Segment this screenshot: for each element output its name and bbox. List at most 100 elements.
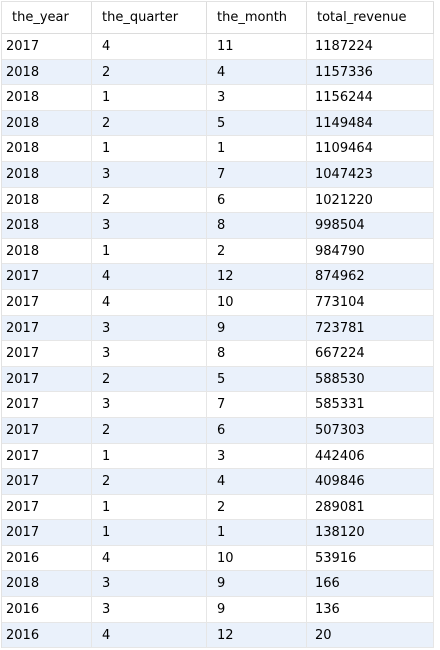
quarter-cell[interactable]: 3 — [92, 315, 207, 342]
revenue-cell[interactable]: 409846 — [307, 469, 434, 495]
revenue-cell[interactable]: 53916 — [307, 545, 434, 572]
quarter-cell[interactable]: 4 — [92, 545, 207, 572]
year-cell[interactable]: 2018 — [2, 136, 92, 162]
revenue-cell[interactable]: 136 — [307, 597, 434, 623]
year-cell[interactable]: 2016 — [2, 622, 92, 649]
revenue-cell[interactable]: 1156244 — [307, 85, 434, 111]
year-cell[interactable]: 2018 — [2, 213, 92, 239]
year-cell[interactable]: 2017 — [2, 264, 92, 290]
month-cell[interactable]: 3 — [207, 85, 307, 111]
table-row[interactable]: 2018 2 5 1149484 — [2, 110, 434, 137]
revenue-cell[interactable]: 1157336 — [307, 59, 434, 86]
table-row[interactable]: 2017 1 2 289081 — [2, 494, 434, 521]
month-cell[interactable]: 11 — [207, 34, 307, 60]
month-cell[interactable]: 10 — [207, 289, 307, 316]
revenue-cell[interactable]: 1149484 — [307, 110, 434, 137]
quarter-cell[interactable]: 1 — [92, 136, 207, 162]
month-cell[interactable]: 8 — [207, 341, 307, 367]
year-cell[interactable]: 2017 — [2, 417, 92, 444]
table-row[interactable]: 2017 2 4 409846 — [2, 469, 434, 495]
table-row[interactable]: 2017 1 1 138120 — [2, 520, 434, 546]
column-header-the-month[interactable]: the_month — [207, 2, 307, 34]
table-row[interactable]: 2018 3 9 166 — [2, 571, 434, 598]
quarter-cell[interactable]: 3 — [92, 597, 207, 623]
year-cell[interactable]: 2016 — [2, 597, 92, 623]
revenue-cell[interactable]: 723781 — [307, 315, 434, 342]
table-row[interactable]: 2017 2 6 507303 — [2, 417, 434, 444]
year-cell[interactable]: 2017 — [2, 341, 92, 367]
column-header-the-year[interactable]: the_year — [2, 2, 92, 34]
year-cell[interactable]: 2017 — [2, 392, 92, 418]
revenue-cell[interactable]: 20 — [307, 622, 434, 649]
month-cell[interactable]: 4 — [207, 469, 307, 495]
table-row[interactable]: 2017 2 5 588530 — [2, 366, 434, 393]
revenue-cell[interactable]: 166 — [307, 571, 434, 598]
month-cell[interactable]: 1 — [207, 136, 307, 162]
revenue-cell[interactable]: 289081 — [307, 494, 434, 521]
year-cell[interactable]: 2017 — [2, 443, 92, 470]
column-header-the-quarter[interactable]: the_quarter — [92, 2, 207, 34]
quarter-cell[interactable]: 2 — [92, 469, 207, 495]
year-cell[interactable]: 2018 — [2, 571, 92, 598]
table-row[interactable]: 2016 4 10 53916 — [2, 545, 434, 572]
quarter-cell[interactable]: 1 — [92, 443, 207, 470]
revenue-cell[interactable]: 1047423 — [307, 161, 434, 188]
revenue-cell[interactable]: 773104 — [307, 289, 434, 316]
revenue-cell[interactable]: 1021220 — [307, 187, 434, 214]
quarter-cell[interactable]: 1 — [92, 85, 207, 111]
quarter-cell[interactable]: 4 — [92, 622, 207, 649]
year-cell[interactable]: 2016 — [2, 545, 92, 572]
year-cell[interactable]: 2017 — [2, 315, 92, 342]
quarter-cell[interactable]: 1 — [92, 238, 207, 265]
quarter-cell[interactable]: 4 — [92, 264, 207, 290]
revenue-cell[interactable]: 984790 — [307, 238, 434, 265]
quarter-cell[interactable]: 4 — [92, 289, 207, 316]
table-row[interactable]: 2018 1 3 1156244 — [2, 85, 434, 111]
revenue-cell[interactable]: 1187224 — [307, 34, 434, 60]
month-cell[interactable]: 12 — [207, 264, 307, 290]
quarter-cell[interactable]: 4 — [92, 34, 207, 60]
quarter-cell[interactable]: 2 — [92, 417, 207, 444]
month-cell[interactable]: 5 — [207, 110, 307, 137]
year-cell[interactable]: 2018 — [2, 110, 92, 137]
column-header-total-revenue[interactable]: total_revenue — [307, 2, 434, 34]
revenue-cell[interactable]: 442406 — [307, 443, 434, 470]
table-row[interactable]: 2018 2 6 1021220 — [2, 187, 434, 214]
table-row[interactable]: 2018 3 8 998504 — [2, 213, 434, 239]
year-cell[interactable]: 2018 — [2, 238, 92, 265]
quarter-cell[interactable]: 2 — [92, 110, 207, 137]
table-row[interactable]: 2017 3 7 585331 — [2, 392, 434, 418]
month-cell[interactable]: 6 — [207, 187, 307, 214]
month-cell[interactable]: 3 — [207, 443, 307, 470]
year-cell[interactable]: 2017 — [2, 34, 92, 60]
table-row[interactable]: 2018 1 1 1109464 — [2, 136, 434, 162]
year-cell[interactable]: 2017 — [2, 469, 92, 495]
quarter-cell[interactable]: 1 — [92, 494, 207, 521]
table-row[interactable]: 2018 1 2 984790 — [2, 238, 434, 265]
table-row[interactable]: 2016 4 12 20 — [2, 622, 434, 649]
year-cell[interactable]: 2018 — [2, 161, 92, 188]
table-row[interactable]: 2018 3 7 1047423 — [2, 161, 434, 188]
quarter-cell[interactable]: 3 — [92, 161, 207, 188]
table-row[interactable]: 2017 1 3 442406 — [2, 443, 434, 470]
year-cell[interactable]: 2017 — [2, 494, 92, 521]
month-cell[interactable]: 9 — [207, 571, 307, 598]
month-cell[interactable]: 1 — [207, 520, 307, 546]
quarter-cell[interactable]: 2 — [92, 59, 207, 86]
year-cell[interactable]: 2018 — [2, 85, 92, 111]
month-cell[interactable]: 10 — [207, 545, 307, 572]
table-row[interactable]: 2017 4 11 1187224 — [2, 34, 434, 60]
year-cell[interactable]: 2017 — [2, 366, 92, 393]
table-row[interactable]: 2017 3 8 667224 — [2, 341, 434, 367]
month-cell[interactable]: 2 — [207, 494, 307, 521]
revenue-cell[interactable]: 588530 — [307, 366, 434, 393]
revenue-cell[interactable]: 874962 — [307, 264, 434, 290]
revenue-cell[interactable]: 138120 — [307, 520, 434, 546]
month-cell[interactable]: 7 — [207, 392, 307, 418]
quarter-cell[interactable]: 2 — [92, 187, 207, 214]
month-cell[interactable]: 2 — [207, 238, 307, 265]
quarter-cell[interactable]: 2 — [92, 366, 207, 393]
quarter-cell[interactable]: 3 — [92, 341, 207, 367]
revenue-cell[interactable]: 667224 — [307, 341, 434, 367]
year-cell[interactable]: 2017 — [2, 289, 92, 316]
